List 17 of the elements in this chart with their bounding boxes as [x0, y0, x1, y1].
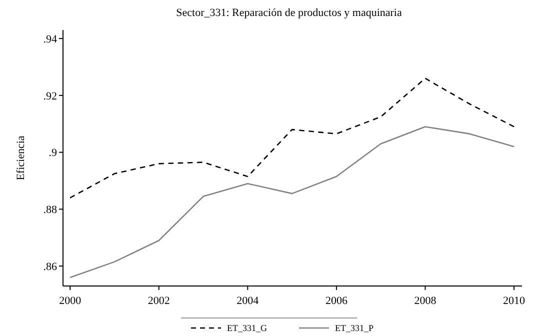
- y-tick-label: .9: [48, 147, 58, 160]
- line-series: [69, 78, 515, 198]
- x-tick-label: 2006: [325, 295, 348, 307]
- y-tick-label: .88: [43, 204, 58, 216]
- y-tick-label: .86: [43, 260, 58, 273]
- legend-label: ET_331_G: [227, 323, 268, 334]
- x-tick-label: 2002: [148, 295, 170, 307]
- y-tick-label: .94: [43, 33, 58, 46]
- x-tick-label: 2010: [503, 295, 526, 307]
- x-tick-label: 2004: [236, 295, 260, 307]
- chart-title: Sector_331: Reparación de productos y maquinaria: [176, 7, 402, 19]
- x-tick-label: 2000: [59, 295, 82, 307]
- y-tick-label: .92: [43, 90, 57, 102]
- x-tick-label: 2008: [414, 295, 437, 307]
- line-series: [69, 126, 515, 278]
- y-axis-title: Eficiencia: [15, 136, 27, 180]
- legend-label: ET_331_P: [335, 323, 374, 334]
